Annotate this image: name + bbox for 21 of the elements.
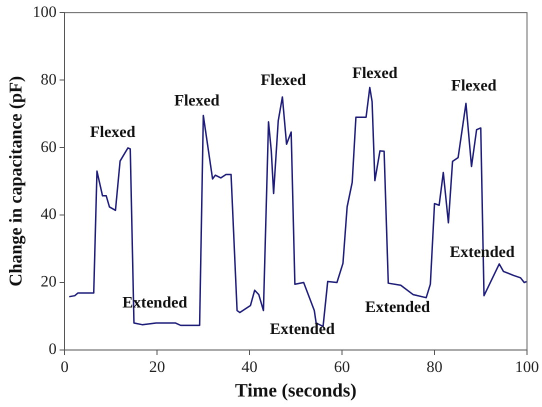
y-tick-label: 60 bbox=[40, 138, 57, 156]
annotation: Flexed bbox=[260, 72, 306, 90]
y-tick-label: 0 bbox=[48, 341, 57, 358]
x-tick-label: 60 bbox=[334, 358, 350, 376]
y-tick-label: 100 bbox=[32, 4, 57, 21]
x-tick-label: 20 bbox=[149, 358, 166, 376]
annotation: Flexed bbox=[352, 64, 398, 82]
y-tick-label: 20 bbox=[40, 274, 57, 291]
x-tick-label: 40 bbox=[242, 358, 258, 376]
annotation: Flexed bbox=[90, 124, 136, 141]
x-axis-title: Time (seconds) bbox=[235, 380, 357, 402]
annotation: Flexed bbox=[451, 78, 497, 95]
x-tick-label: 80 bbox=[426, 358, 443, 376]
y-tick-label: 80 bbox=[40, 71, 57, 88]
y-axis-title: Change in capacitance (pF) bbox=[5, 76, 26, 287]
annotation: Flexed bbox=[174, 92, 220, 110]
annotation: Extended bbox=[365, 298, 430, 316]
x-tick-label: 100 bbox=[515, 358, 539, 376]
annotation: Extended bbox=[270, 321, 335, 338]
y-tick-label: 40 bbox=[40, 206, 57, 224]
x-tick-label: 0 bbox=[60, 358, 69, 376]
